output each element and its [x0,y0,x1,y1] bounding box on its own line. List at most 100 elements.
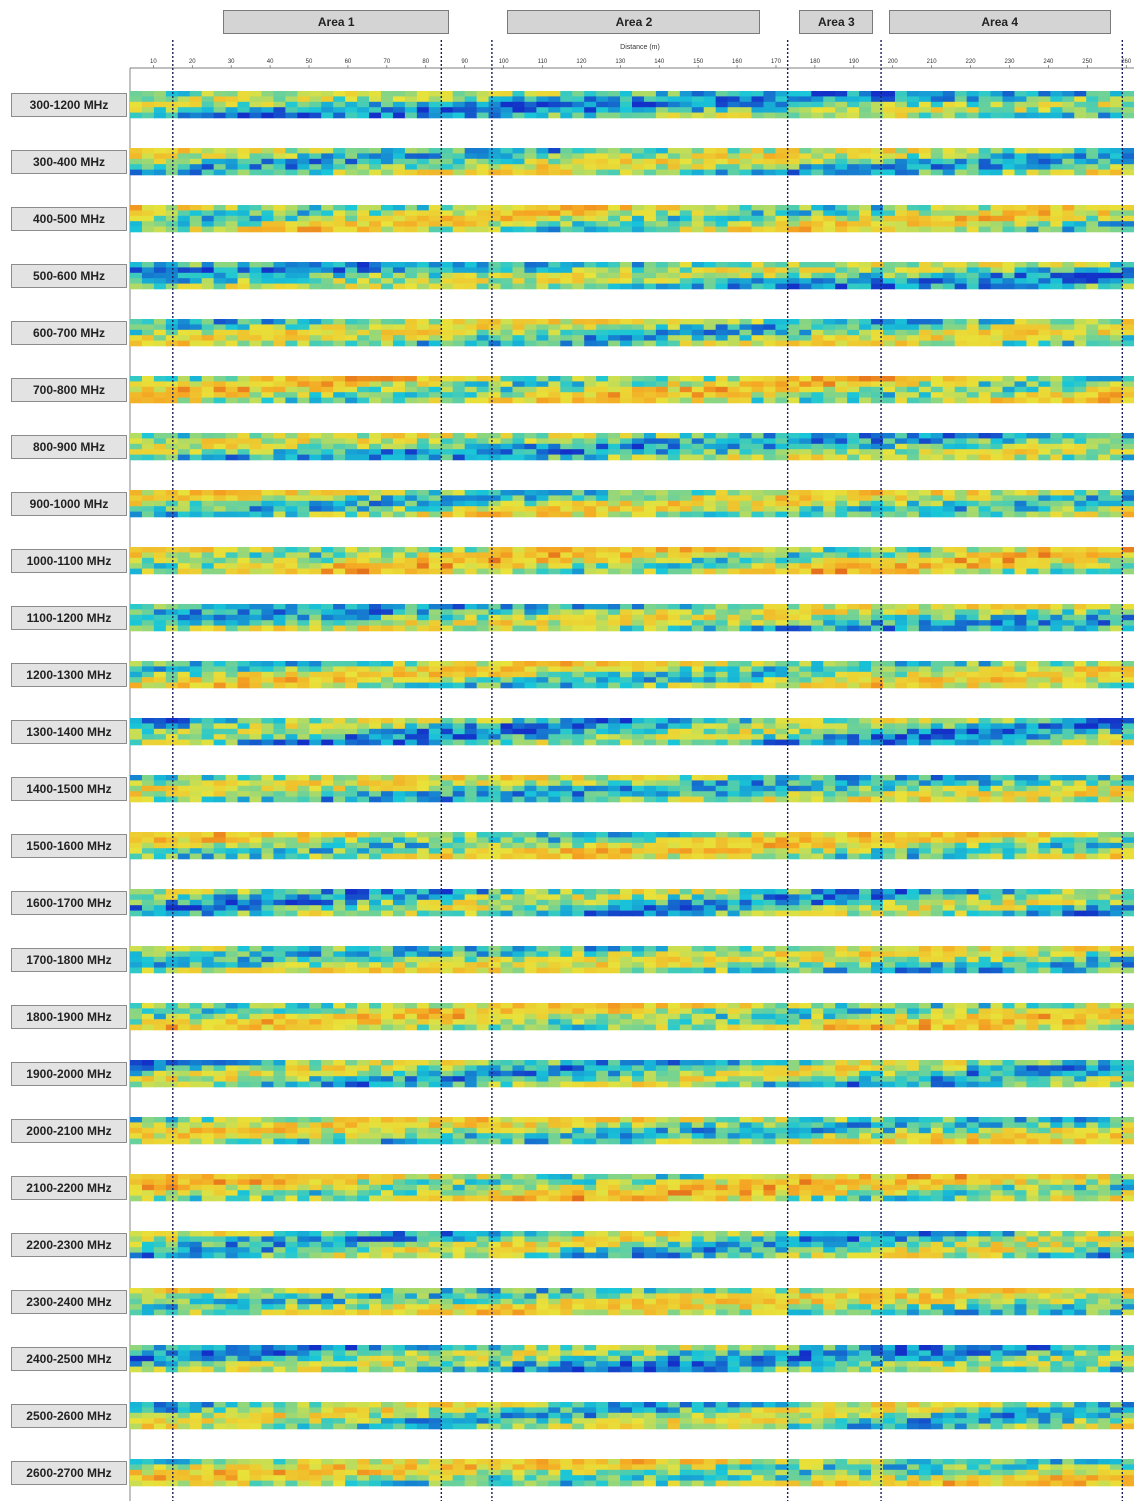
heatmap-cell [560,671,573,678]
heatmap-cell [787,205,800,211]
heatmap-cell [333,221,346,227]
heatmap-cell [703,272,717,279]
heatmap-cell [787,625,800,632]
heatmap-cell [357,205,370,211]
heatmap-cell [883,490,896,496]
heatmap-cell [1086,267,1099,274]
heatmap-cell [859,221,872,227]
heatmap-cell [894,677,908,683]
heatmap-cell [392,329,406,336]
heatmap-cell [643,335,657,341]
heatmap-cell [859,454,872,461]
heatmap-cell [536,169,549,176]
heatmap-cell [954,262,968,268]
heatmap-cell [321,107,334,113]
heatmap-cell [1098,609,1111,616]
heatmap-cell [942,153,956,160]
heatmap-cell [500,335,514,341]
heatmap-cell [369,205,382,211]
heatmap-cell [464,454,478,461]
heatmap-cell [1038,205,1051,211]
heatmap-cell [883,677,896,683]
heatmap-cell [1014,392,1028,398]
heatmap-cell [990,568,1004,575]
heatmap-cell [739,677,753,683]
heatmap-cell [321,552,334,559]
heatmap-cell [1050,438,1063,445]
heatmap-cell [1062,153,1075,160]
heatmap-cell [775,604,788,610]
heatmap-cell [954,506,968,512]
heatmap-cell [297,169,310,176]
heatmap-cell [404,164,418,170]
heatmap-cell [1026,112,1039,119]
heatmap-cell [189,661,203,667]
heatmap-cell [835,164,848,170]
heatmap-cell [596,226,609,233]
heatmap-cell [584,397,597,404]
heatmap-cell [643,148,657,154]
heatmap-cell [703,604,717,610]
heatmap-cell [141,739,155,746]
heatmap-cell [357,728,370,735]
heatmap-cell [1038,443,1051,450]
heatmap-cell [691,392,705,398]
heatmap-cell [177,386,191,393]
band-label: 1600-1700 MHz [11,890,127,915]
heatmap-cell [727,506,741,512]
heatmap-cell [357,433,370,439]
heatmap-cell [703,661,717,667]
heatmap-cell [572,506,585,512]
heatmap-cell [859,568,872,575]
heatmap-cell [691,148,705,154]
heatmap-cell [297,96,310,103]
heatmap-cell [1014,272,1028,279]
heatmap-cell [177,215,191,222]
heatmap-cell [978,329,992,336]
heatmap-cell [691,443,705,450]
heatmap-cell [237,449,251,455]
heatmap-cell [643,728,657,735]
heatmap-cell [476,381,490,388]
heatmap-cell [632,609,645,616]
heatmap-cell [249,283,263,290]
heatmap-cell [1014,666,1028,673]
heatmap-cell [655,158,669,165]
heatmap-cell [751,614,765,621]
heatmap-cell [1014,278,1028,284]
heatmap-cell [1098,262,1111,268]
heatmap-cell [213,210,227,217]
heatmap-cell [345,723,358,730]
heatmap-cell [1098,443,1111,450]
heatmap-cell [787,283,800,290]
heatmap-cell [667,262,681,268]
heatmap-cell [787,734,800,740]
heatmap-cell [392,272,406,279]
heatmap-cell [584,392,597,398]
heatmap-cell [966,563,980,569]
heatmap-cell [177,614,191,621]
heatmap-cell [201,718,215,724]
heatmap-cell [548,443,561,450]
heatmap-cell [835,547,848,553]
heatmap-cell [297,397,310,404]
heatmap-cell [835,500,848,507]
heatmap-cell [345,666,358,673]
heatmap-cell [871,221,884,227]
heatmap-cell [906,620,920,626]
heatmap-cell [1002,205,1016,211]
heatmap-cell [1038,547,1051,553]
heatmap-cell [500,215,514,222]
heatmap-cell [1122,153,1134,160]
heatmap-cell [309,397,322,404]
heatmap-cell [1122,454,1134,461]
heatmap-cell [1086,433,1099,439]
heatmap-cell [596,490,609,496]
heatmap-cell [488,677,502,683]
heatmap-cell [321,625,334,632]
heatmap-cell [620,107,633,113]
heatmap-cell [428,568,442,575]
heatmap-cell [130,376,143,382]
heatmap-cell [297,547,310,553]
heatmap-cell [381,677,394,683]
